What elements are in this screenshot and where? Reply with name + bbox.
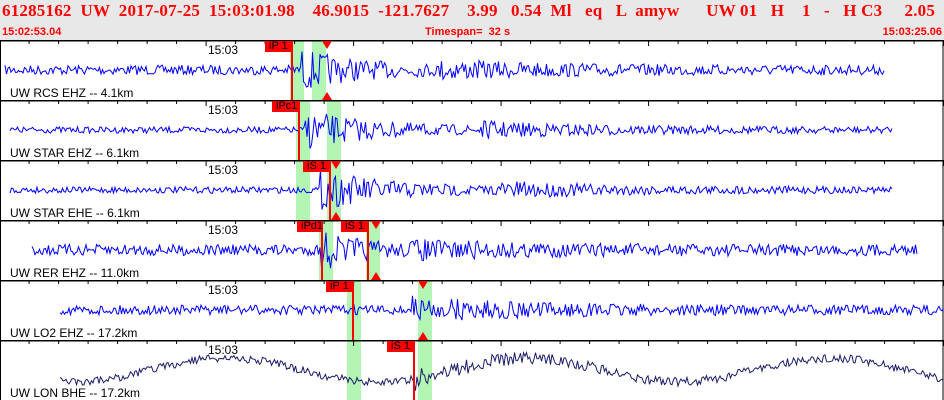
pick-label[interactable]: iP 1	[326, 281, 354, 292]
channel-label: UW STAR EHE -- 6.1km	[10, 206, 140, 220]
pick-label[interactable]: iS 1	[387, 341, 415, 352]
channel-label: UW RER EHZ -- 11.0km	[10, 266, 140, 280]
pick-triangle-icon[interactable]	[371, 221, 381, 229]
pick-triangle-icon[interactable]	[331, 161, 341, 169]
pick-triangle-icon[interactable]	[322, 92, 332, 100]
time-label: 15:03	[208, 43, 239, 57]
seismic-trace	[4, 51, 885, 88]
pick-window	[290, 41, 304, 100]
trace-panel[interactable]: iP 1 15:03 UW LO2 EHZ -- 17.2km	[0, 280, 944, 340]
pick-label[interactable]: iS 1	[303, 161, 331, 172]
trace-panel[interactable]: iPc1 15:03 UW STAR EHZ -- 6.1km	[0, 100, 944, 160]
pick-triangle-icon[interactable]	[322, 41, 332, 49]
pick-window	[347, 341, 361, 400]
time-label: 15:03	[208, 103, 239, 117]
event-header: 61285162 UW 2017-07-25 15:03:01.98 46.90…	[0, 0, 944, 40]
pick-triangle-icon[interactable]	[331, 212, 341, 220]
end-time: 15:03:25.06	[882, 26, 942, 38]
start-time: 15:02:53.04	[2, 26, 62, 38]
time-label: 15:03	[208, 343, 239, 357]
trace-panel[interactable]: iS 1 15:03 UW LON BHE -- 17.2km	[0, 340, 944, 400]
seismic-trace	[59, 295, 944, 322]
trace-panel[interactable]: iP 1 15:03 UW RCS EHZ -- 4.1km	[0, 40, 944, 100]
pick-window	[366, 221, 380, 280]
pick-label[interactable]: iPc1	[272, 101, 300, 112]
time-label: 15:03	[208, 223, 239, 237]
pick-triangle-icon[interactable]	[371, 272, 381, 280]
timespan: Timespan= 32 s	[425, 26, 511, 38]
channel-label: UW RCS EHZ -- 4.1km	[10, 86, 134, 100]
pick-label[interactable]: iP 1	[265, 41, 293, 52]
seismic-trace	[9, 169, 893, 210]
pick-triangle-icon[interactable]	[418, 281, 428, 289]
trace-panel[interactable]: iS 1 15:03 UW STAR EHE -- 6.1km	[0, 160, 944, 220]
channel-label: UW STAR EHZ -- 6.1km	[10, 146, 140, 160]
pick-window	[296, 161, 310, 220]
channel-label: UW LO2 EHZ -- 17.2km	[10, 326, 138, 340]
channel-label: UW LON BHE -- 17.2km	[10, 386, 141, 400]
seismic-trace	[31, 232, 918, 269]
time-label: 15:03	[208, 283, 239, 297]
seismic-trace	[9, 113, 893, 149]
time-label: 15:03	[208, 163, 239, 177]
pick-window	[418, 341, 432, 400]
trace-panel[interactable]: iPd1 iS 1 15:03 UW RER EHZ -- 11.0km	[0, 220, 944, 280]
pick-label[interactable]: iPd1	[297, 221, 323, 232]
pick-label[interactable]: iS 1	[341, 221, 369, 232]
event-summary: 61285162 UW 2017-07-25 15:03:01.98 46.90…	[2, 1, 944, 20]
seismic-trace	[59, 350, 944, 391]
pick-window	[327, 101, 341, 160]
pick-triangle-icon[interactable]	[418, 332, 428, 340]
